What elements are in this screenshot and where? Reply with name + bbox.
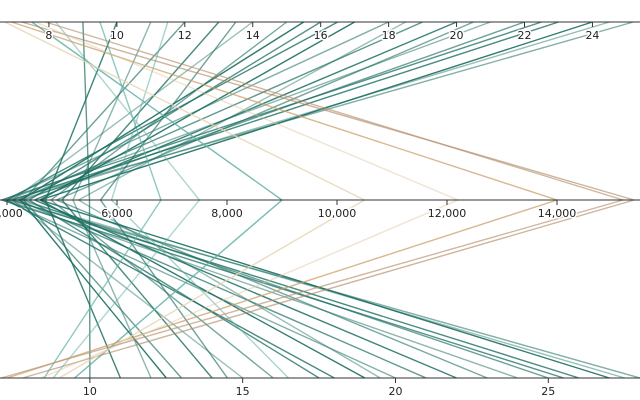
tick-label: 12	[178, 29, 192, 42]
tick-label: 12,000	[428, 207, 467, 220]
tick-label: 15	[236, 385, 250, 398]
tick-label: 8,000	[211, 207, 243, 220]
tick-label: 14,000	[538, 207, 577, 220]
tick-label: 10,000	[318, 207, 357, 220]
tick-label: 8	[45, 29, 52, 42]
tick-label: 6,000	[101, 207, 133, 220]
tick-label: 25	[541, 385, 555, 398]
tick-label: 14	[246, 29, 260, 42]
tick-label: 22	[518, 29, 532, 42]
tick-label: 24	[585, 29, 599, 42]
tick-label: 10	[83, 385, 97, 398]
tick-label: 10	[110, 29, 124, 42]
tick-label: 18	[382, 29, 396, 42]
tick-label: 4,000	[0, 207, 23, 220]
tick-label: 16	[314, 29, 328, 42]
tick-label: 20	[388, 385, 402, 398]
tick-label: 20	[450, 29, 464, 42]
